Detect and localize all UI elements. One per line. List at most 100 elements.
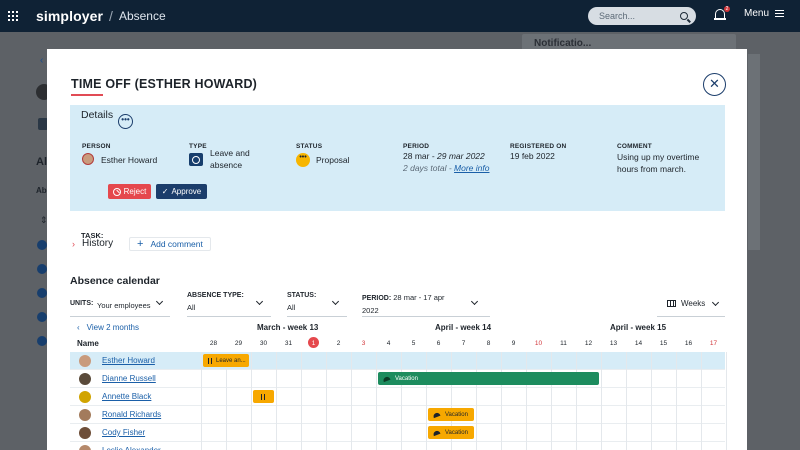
day-header: 28 xyxy=(209,340,218,347)
grid-line xyxy=(201,424,202,442)
grid-line xyxy=(401,388,402,406)
employee-name-link[interactable]: Esther Howard xyxy=(102,356,155,365)
grid-line xyxy=(276,406,277,424)
period-value: 28 mar - 29 mar 2022 xyxy=(403,151,485,161)
grid-line xyxy=(426,406,427,424)
search-input[interactable]: Search... xyxy=(588,7,696,25)
grid-line xyxy=(576,352,577,370)
period-filter[interactable]: PERIOD: 28 mar - 17 apr 2022 xyxy=(362,292,487,316)
day-header: 5 xyxy=(411,340,416,347)
grid-line xyxy=(226,424,227,442)
grid-line xyxy=(676,424,677,442)
status-filter[interactable]: STATUS: All xyxy=(287,292,342,316)
employee-name-link[interactable]: Ronald Richards xyxy=(102,410,162,419)
day-header: 9 xyxy=(511,340,516,347)
grid-line xyxy=(326,352,327,370)
week-header: April - week 14 xyxy=(435,323,492,332)
period-filter-label: PERIOD: xyxy=(362,295,392,302)
add-comment-button[interactable]: + Add comment xyxy=(129,237,211,251)
grid-line xyxy=(651,442,652,450)
plus-icon: + xyxy=(137,238,144,250)
grid-line xyxy=(251,370,252,388)
search-placeholder: Search... xyxy=(599,11,636,21)
grid-line xyxy=(626,388,627,406)
close-icon: ✕ xyxy=(709,76,720,91)
absence-bar[interactable]: Leave an... xyxy=(203,354,249,367)
absence-bar-label: Vacation xyxy=(395,375,418,382)
grid-line xyxy=(701,388,702,406)
absence-type-filter[interactable]: ABSENCE TYPE: All xyxy=(187,292,267,316)
grid-line xyxy=(326,406,327,424)
units-filter[interactable]: UNITS: Your employees xyxy=(70,292,166,316)
view-two-months-link[interactable]: ‹ View 2 months xyxy=(77,323,139,332)
registered-value: 19 feb 2022 xyxy=(510,151,555,161)
person-avatar xyxy=(82,153,94,165)
approve-button[interactable]: ✓ Approve xyxy=(156,184,207,199)
grid-line xyxy=(626,352,627,370)
employee-name-link[interactable]: Leslie Alexander xyxy=(102,446,161,450)
avatar xyxy=(79,427,91,439)
add-comment-label: Add comment xyxy=(150,239,203,249)
table-row[interactable]: Cody Fisher Vacation xyxy=(70,424,727,442)
breadcrumb-absence[interactable]: Absence xyxy=(118,9,166,23)
avatar xyxy=(79,373,91,385)
day-header: 31 xyxy=(284,340,293,347)
back-arrow-icon: ‹ xyxy=(40,55,44,66)
grid-line xyxy=(476,388,477,406)
grid-line xyxy=(551,442,552,450)
calendar-icon xyxy=(38,118,48,130)
details-panel: Details ••• PERSON Esther Howard TYPE Le… xyxy=(70,105,725,240)
grid-line xyxy=(676,442,677,450)
umbrella-icon xyxy=(432,429,441,436)
bell-icon[interactable]: 2 xyxy=(714,6,730,21)
absence-bar[interactable]: Vacation xyxy=(378,372,599,385)
app-grid-icon[interactable] xyxy=(8,11,18,21)
table-row[interactable]: Leslie Alexander xyxy=(70,442,727,450)
period-separator: - xyxy=(429,151,438,161)
menu-button[interactable]: Menu xyxy=(744,8,785,19)
grid-line xyxy=(251,442,252,450)
person-header: PERSON xyxy=(82,143,111,150)
table-row[interactable]: Annette Black xyxy=(70,388,727,406)
absence-bar[interactable]: Vacation xyxy=(428,426,474,439)
sort-icon: ⇕ xyxy=(40,215,48,225)
filter-underline xyxy=(657,316,725,317)
details-more-button[interactable]: ••• xyxy=(118,114,133,129)
grid-line xyxy=(726,352,727,370)
history-toggle[interactable]: › History xyxy=(72,238,113,249)
grid-line xyxy=(251,424,252,442)
grid-line xyxy=(701,424,702,442)
close-button[interactable]: ✕ xyxy=(703,73,726,96)
table-row[interactable]: Esther Howard Leave an... xyxy=(70,352,727,370)
background-sidebar: ‹ Al Ab ⇕ xyxy=(0,32,52,450)
view-mode-select[interactable]: Weeks xyxy=(667,298,720,308)
grid-line xyxy=(526,442,527,450)
grid-line xyxy=(276,442,277,450)
absence-bar[interactable] xyxy=(253,390,274,403)
avatar xyxy=(79,355,91,367)
view-two-months-label: View 2 months xyxy=(86,323,139,332)
grid-line xyxy=(201,388,202,406)
grid-line xyxy=(426,352,427,370)
employee-name-link[interactable]: Cody Fisher xyxy=(102,428,146,437)
reject-label: Reject xyxy=(123,187,147,196)
app-logo[interactable]: simployer xyxy=(36,8,104,24)
employee-name-link[interactable]: Dianne Russell xyxy=(102,374,156,383)
grid-line xyxy=(501,388,502,406)
reject-button[interactable]: Reject xyxy=(108,184,151,199)
approve-label: Approve xyxy=(171,187,202,196)
grid-line xyxy=(601,424,602,442)
grid-line xyxy=(526,406,527,424)
pause-icon xyxy=(261,393,265,400)
table-row[interactable]: Dianne Russell Vacation xyxy=(70,370,727,388)
search-icon[interactable] xyxy=(680,12,688,20)
top-bar: simployer / Absence Search... 2 Menu xyxy=(0,0,800,32)
absence-bar[interactable]: Vacation xyxy=(428,408,474,421)
grid-line xyxy=(226,406,227,424)
employee-name-link[interactable]: Annette Black xyxy=(102,392,152,401)
more-info-link[interactable]: More info xyxy=(454,163,490,173)
table-row[interactable]: Ronald Richards Vacation xyxy=(70,406,727,424)
grid-line xyxy=(651,424,652,442)
leave-type-icon xyxy=(189,153,203,166)
status-filter-label: STATUS: xyxy=(287,292,317,299)
